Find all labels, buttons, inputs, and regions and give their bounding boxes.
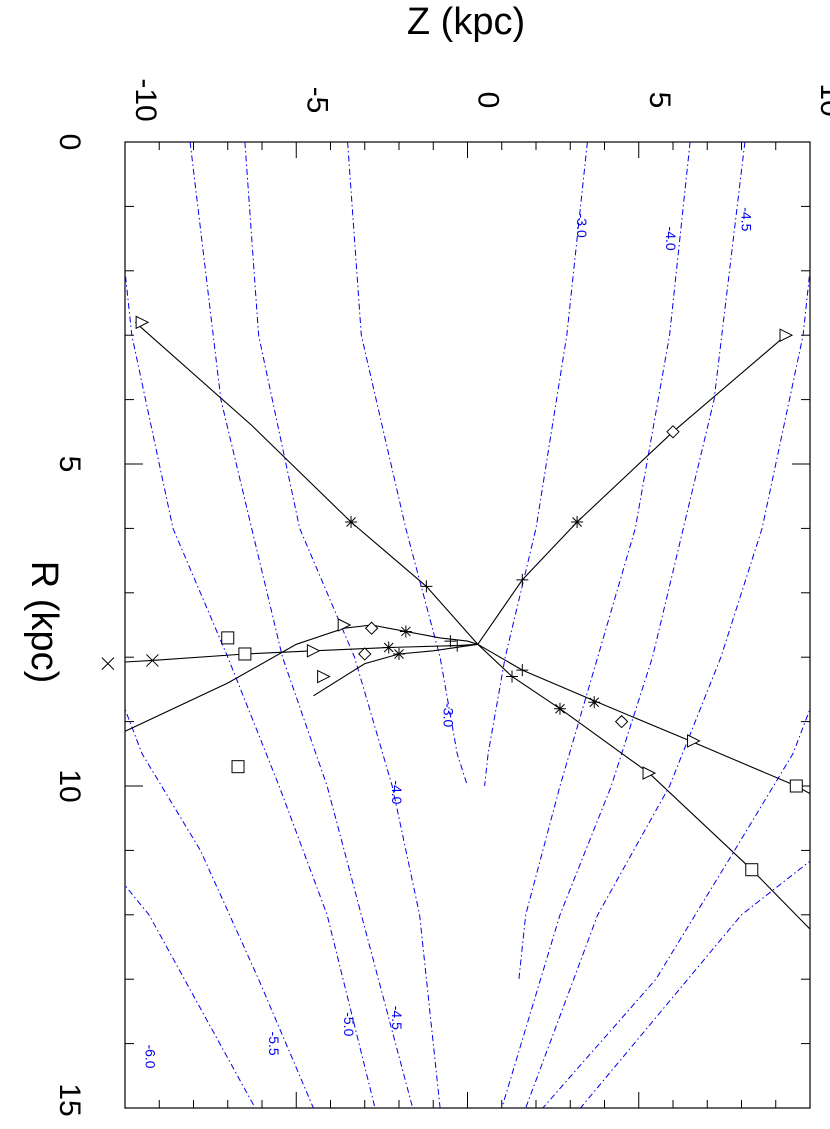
r-tick-label: 5: [53, 456, 86, 473]
r-axis-title: R (kpc): [23, 561, 65, 683]
plus-marker: [516, 573, 529, 586]
contour-lines: [125, 142, 810, 1108]
star-marker: [393, 647, 405, 660]
star-marker: [345, 515, 358, 528]
star-marker: [399, 625, 412, 638]
contour-line: [501, 142, 746, 1108]
contour-labels: -3.0 -4.0 -4.5 -3.0 -4.0 -4.5 -5.0 -5.5 -6.0: [143, 207, 755, 1069]
orbit-track: [477, 643, 810, 795]
contour-label: -3.0: [441, 703, 457, 727]
plus-marker: [506, 670, 519, 683]
z-tick-labels: -10 -5 0 5 10: [129, 78, 830, 121]
r-tick-label: 15: [53, 1083, 86, 1116]
track-markers: [101, 315, 803, 877]
square-marker: [745, 863, 759, 877]
orbit-track: [477, 643, 810, 930]
orbit-track: [134, 321, 479, 645]
contour-label: -6.0: [143, 1044, 159, 1068]
plus-marker: [420, 580, 433, 593]
contour-label: -4.0: [389, 780, 405, 804]
contour-line: [125, 707, 314, 1108]
triangle-marker: [337, 618, 352, 632]
triangle-marker: [317, 669, 331, 684]
triangle-marker: [642, 766, 657, 780]
z-tick-label: 10: [814, 83, 830, 116]
z-tick-label: -5: [300, 87, 333, 114]
plus-marker: [451, 639, 464, 652]
plus-marker: [516, 664, 529, 677]
square-marker: [221, 631, 235, 645]
plot-area: -3.0 -4.0 -4.5 -3.0 -4.0 -4.5 -5.0 -5.5 -6.0: [101, 141, 811, 1109]
contour-label: -5.5: [266, 1032, 282, 1056]
square-marker: [789, 779, 803, 793]
contour-line: [125, 884, 256, 1108]
cross-marker: [101, 657, 115, 670]
triangle-marker: [779, 328, 794, 343]
contour-line: [518, 142, 691, 980]
contour-label: -4.0: [663, 227, 679, 251]
orbit-track: [125, 624, 478, 732]
diamond-marker: [666, 425, 680, 439]
r-tick-labels: 0 5 10 15: [53, 134, 86, 1117]
contour-label: -5.0: [341, 1012, 357, 1036]
contour-line: [125, 266, 376, 1108]
star-marker: [571, 515, 584, 528]
contour-line: [484, 142, 588, 787]
star-marker: [382, 641, 395, 654]
orbit-track: [313, 643, 478, 697]
star-marker: [553, 702, 566, 715]
z-tick-label: 0: [472, 92, 505, 109]
contour-line: [542, 707, 810, 1108]
z-tick-label: -10: [129, 78, 162, 121]
square-marker: [231, 760, 245, 774]
plot-frame: [124, 141, 811, 1109]
diamond-marker: [364, 621, 379, 635]
contour-label: -4.5: [389, 1006, 405, 1030]
contour-line: [347, 142, 468, 787]
triangle-marker: [135, 315, 150, 330]
contour-line: [525, 265, 810, 1108]
orbit-track: [125, 643, 478, 663]
plus-marker: [444, 635, 457, 648]
triangle-marker: [687, 734, 701, 748]
contour-line: [244, 142, 441, 1108]
contour-line: [580, 860, 810, 1108]
z-axis-title: Z (kpc): [407, 1, 525, 43]
contour-line: [189, 142, 414, 1108]
r-tick-label: 0: [53, 134, 86, 151]
diamond-marker: [358, 647, 372, 661]
axis-titles: Z (kpc) R (kpc): [23, 1, 525, 683]
contour-label: -3.0: [574, 214, 590, 238]
z-tick-label: 5: [643, 92, 676, 109]
star-marker: [588, 696, 601, 709]
contour-label: -4.5: [739, 207, 755, 231]
cross-marker: [146, 654, 159, 667]
tick-marks: [124, 141, 811, 1109]
r-tick-label: 10: [53, 769, 86, 802]
square-marker: [238, 647, 252, 661]
triangle-marker: [306, 643, 321, 658]
diamond-marker: [614, 714, 629, 729]
